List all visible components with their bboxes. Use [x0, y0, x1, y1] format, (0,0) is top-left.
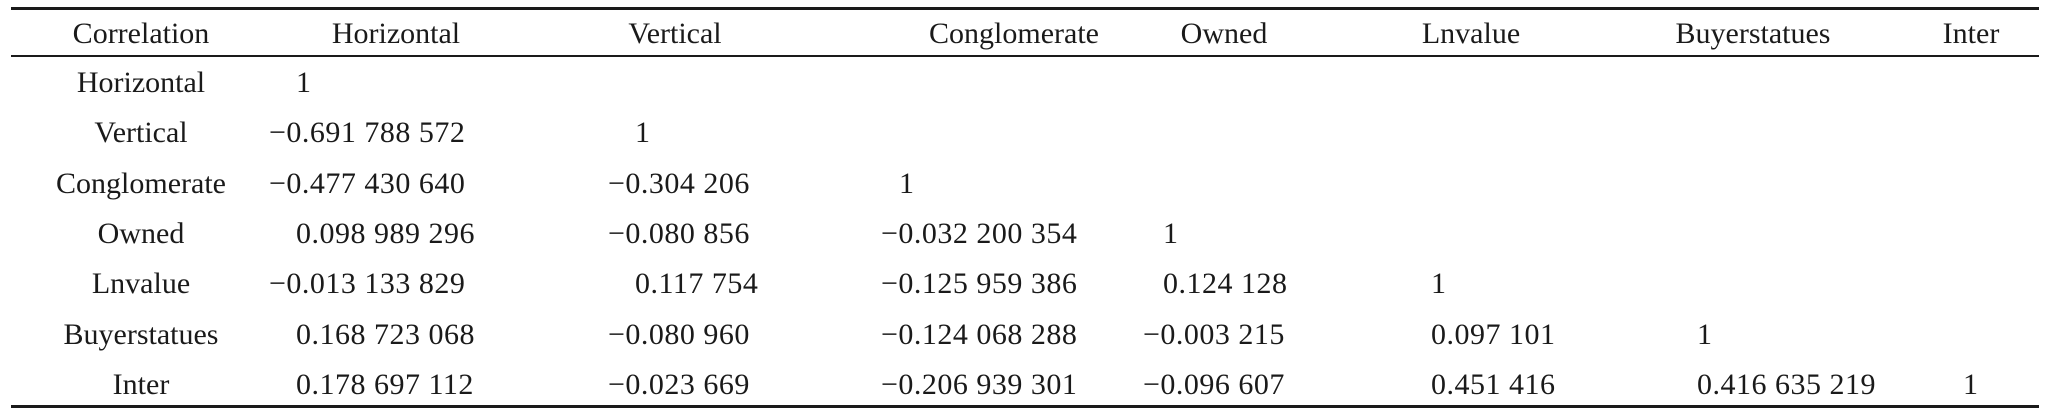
table-cell: 0.451 416: [1431, 368, 1556, 401]
table-cell: 0.097 101: [1431, 318, 1556, 351]
table-cell: 1: [635, 116, 651, 149]
row-label-lnvalue: Lnvalue: [91, 267, 191, 300]
table-cell: 0.416 635 219: [1697, 368, 1876, 401]
header-rule: [11, 55, 2039, 57]
table-cell: −0.096 607: [1143, 368, 1285, 401]
table-cell: 1: [296, 66, 312, 99]
table-cell: 0.098 989 296: [296, 217, 475, 250]
row-label-conglomerate: Conglomerate: [56, 167, 226, 200]
header-conglomerate: Conglomerate: [929, 17, 1099, 50]
header-owned: Owned: [1180, 17, 1268, 50]
table-cell: 0.117 754: [635, 267, 759, 300]
header-lnvalue: Lnvalue: [1421, 17, 1521, 50]
table-cell: −0.023 669: [608, 368, 750, 401]
row-label-owned: Owned: [97, 217, 185, 250]
bottom-rule: [11, 405, 2039, 408]
table-cell: 1: [899, 167, 915, 200]
table-cell: 0.124 128: [1163, 267, 1288, 300]
table-cell: −0.003 215: [1143, 318, 1285, 351]
table-cell: −0.691 788 572: [269, 116, 466, 149]
table-cell: −0.124 068 288: [881, 318, 1078, 351]
table-cell: 1: [1431, 267, 1447, 300]
header-vertical: Vertical: [628, 17, 722, 50]
row-label-buyerstatues: Buyerstatues: [63, 318, 219, 351]
correlation-table: Correlation Horizontal Vertical Conglome…: [11, 0, 2039, 416]
table-cell: −0.013 133 829: [269, 267, 466, 300]
header-correlation: Correlation: [72, 17, 210, 50]
table-cell: −0.080 960: [608, 318, 750, 351]
top-rule: [11, 7, 2039, 10]
table-cell: −0.304 206: [608, 167, 750, 200]
table-cell: −0.032 200 354: [881, 217, 1078, 250]
row-label-horizontal: Horizontal: [76, 66, 206, 99]
table-cell: 0.178 697 112: [296, 368, 474, 401]
row-label-vertical: Vertical: [94, 116, 188, 149]
header-inter: Inter: [1942, 17, 2000, 50]
row-label-inter: Inter: [112, 368, 170, 401]
table-cell: −0.477 430 640: [269, 167, 466, 200]
table-cell: 1: [1963, 368, 1979, 401]
table-cell: 1: [1163, 217, 1179, 250]
header-horizontal: Horizontal: [331, 17, 461, 50]
header-buyerstatues: Buyerstatues: [1675, 17, 1831, 50]
table-cell: 0.168 723 068: [296, 318, 475, 351]
table-cell: −0.125 959 386: [881, 267, 1078, 300]
table-cell: 1: [1697, 318, 1713, 351]
table-cell: −0.080 856: [608, 217, 750, 250]
table-cell: −0.206 939 301: [881, 368, 1078, 401]
